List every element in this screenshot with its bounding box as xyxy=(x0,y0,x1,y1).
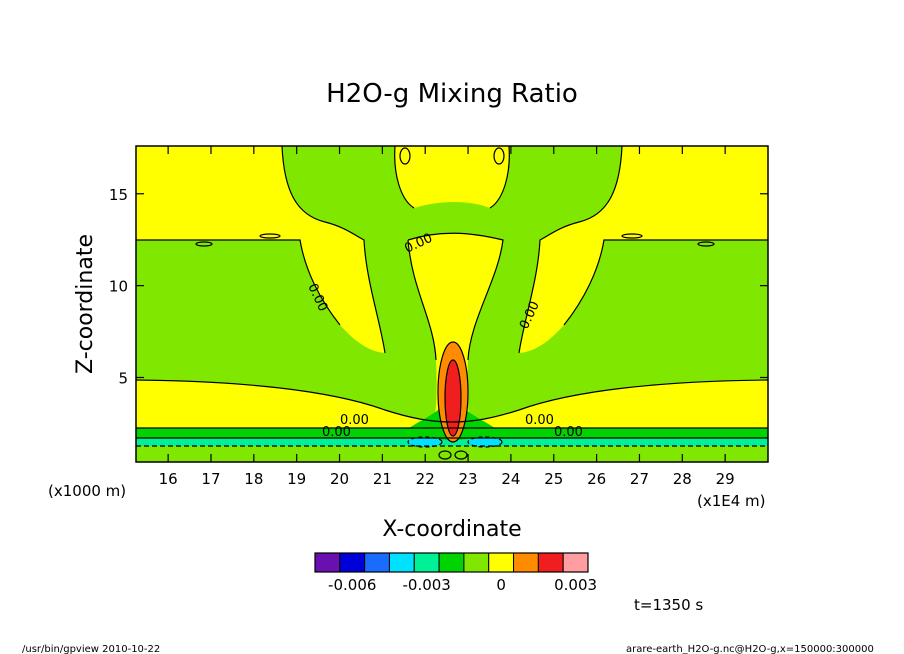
positive-plume-left xyxy=(300,240,385,353)
colorbar-tick-label: 0.003 xyxy=(554,576,597,594)
x-axis-title: X-coordinate xyxy=(382,517,521,542)
colorbar-swatch xyxy=(339,552,366,573)
footer-right: arare-earth_H2O-g.nc@H2O-g,x=150000:3000… xyxy=(626,644,874,654)
x-tick-label: 25 xyxy=(544,470,563,488)
time-label: t=1350 s xyxy=(634,596,703,614)
core-red xyxy=(445,360,461,436)
colorbar-tick-label: 0 xyxy=(496,576,506,594)
x-tick-label: 27 xyxy=(630,470,649,488)
contour-label: 0.00 xyxy=(322,425,351,440)
x-tick-label: 21 xyxy=(373,470,392,488)
x-unit-label: (x1E4 m) xyxy=(697,492,766,510)
x-tick-label: 24 xyxy=(501,470,520,488)
colorbar-swatch xyxy=(488,552,515,573)
colorbar-swatch xyxy=(562,552,589,573)
positive-layer-low xyxy=(136,380,768,428)
x-tick-label: 18 xyxy=(244,470,263,488)
x-tick-label: 23 xyxy=(459,470,478,488)
colorbar-frame xyxy=(314,552,589,573)
positive-plume-right xyxy=(519,240,604,353)
y-tick-label: 10 xyxy=(109,278,128,296)
positive-region-top-left xyxy=(136,146,364,240)
positive-region-top-center xyxy=(394,146,510,208)
negative-core-left xyxy=(408,437,442,447)
chart-title: H2O-g Mixing Ratio xyxy=(326,79,578,109)
colorbar-swatch xyxy=(463,552,490,573)
x-tick-label: 28 xyxy=(673,470,692,488)
y-unit-label: (x1000 m) xyxy=(48,482,126,500)
negative-lobe-left xyxy=(400,397,448,440)
colorbar-tick-label: -0.003 xyxy=(403,576,451,594)
colorbar-swatch xyxy=(438,552,465,573)
contour-label: 0.00 xyxy=(525,413,554,428)
colorbar: -0.006 -0.003 0 0.003 xyxy=(314,552,597,594)
contour-label: 0.00 xyxy=(340,413,369,428)
contour-label: 0.00 xyxy=(554,425,583,440)
colorbar-swatch xyxy=(314,552,341,573)
x-tick-label: 22 xyxy=(416,470,435,488)
y-tick-label: 15 xyxy=(109,186,128,204)
colorbar-swatch xyxy=(537,552,564,573)
footer-left: /usr/bin/gpview 2010-10-22 xyxy=(22,644,160,654)
colorbar-swatch xyxy=(388,552,415,573)
y-axis-title: Z-coordinate xyxy=(73,234,98,374)
colorbar-swatch xyxy=(413,552,440,573)
negative-lobe-right xyxy=(456,397,504,440)
x-axis-ticks: 16 17 18 19 20 21 22 23 24 25 26 27 28 29 xyxy=(159,146,735,488)
colorbar-swatch xyxy=(364,552,390,573)
x-tick-label: 16 xyxy=(159,470,178,488)
plot-frame xyxy=(135,145,769,463)
positive-plume-center xyxy=(408,233,503,420)
y-tick-label: 5 xyxy=(118,369,128,387)
x-tick-label: 26 xyxy=(587,470,606,488)
colorbar-swatch xyxy=(513,552,539,573)
x-tick-label: 17 xyxy=(201,470,220,488)
x-tick-label: 20 xyxy=(330,470,349,488)
negative-core-right xyxy=(468,437,502,447)
colorbar-tick-label: -0.006 xyxy=(328,576,376,594)
x-tick-label: 29 xyxy=(716,470,735,488)
x-tick-label: 19 xyxy=(287,470,306,488)
y-axis-ticks: 5 10 15 xyxy=(109,186,768,387)
plot-area: 0.00 0.00 0.00 0.00 0.00 0.00 0.00 xyxy=(136,146,768,462)
positive-region-top-right xyxy=(540,146,768,240)
